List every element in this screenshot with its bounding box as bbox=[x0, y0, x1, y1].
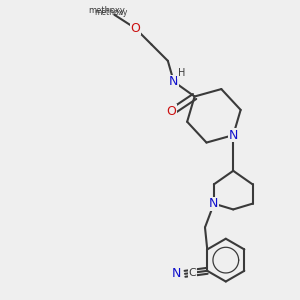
Text: O: O bbox=[167, 105, 176, 118]
Text: methoxy: methoxy bbox=[95, 8, 128, 17]
Text: C: C bbox=[188, 268, 196, 278]
Text: N: N bbox=[208, 197, 218, 210]
Text: N: N bbox=[169, 75, 178, 88]
Text: N: N bbox=[229, 129, 238, 142]
Text: N: N bbox=[172, 267, 181, 280]
Text: O: O bbox=[130, 22, 140, 34]
Text: methoxy: methoxy bbox=[88, 6, 125, 15]
Text: H: H bbox=[178, 68, 185, 78]
